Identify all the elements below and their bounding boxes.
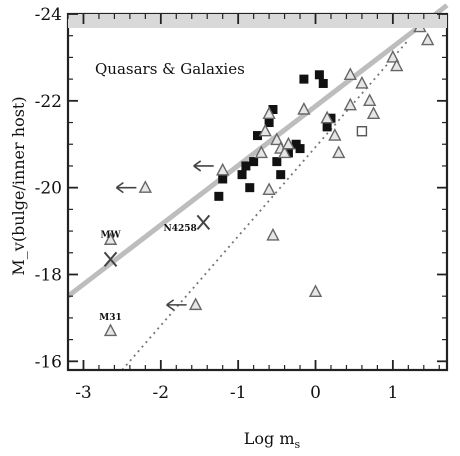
filled-square-point	[272, 157, 282, 167]
triangle-point	[355, 75, 369, 89]
filled-square-point	[295, 144, 305, 154]
y-tick-label: -16	[35, 352, 62, 372]
triangle-point	[270, 132, 284, 146]
axis-ticks: -3 -2 -1 0 1 -16 -18 -20 -22 -24	[35, 5, 447, 403]
triangle-point	[328, 128, 342, 141]
triangle-point	[262, 106, 276, 120]
top-band	[68, 14, 447, 28]
fit-line-dotted	[121, 39, 410, 371]
filled-square-point	[276, 170, 286, 180]
point-annotation: MW	[101, 231, 122, 241]
triangle-point	[188, 297, 203, 311]
triangle-point	[320, 110, 334, 124]
filled-square-point	[249, 157, 259, 167]
cross-point	[103, 251, 118, 267]
filled-square-point	[245, 183, 255, 193]
triangle-point	[262, 182, 276, 196]
y-tick-label: -18	[35, 265, 62, 285]
point-annotation: N4258	[164, 224, 197, 234]
point-annotations: MW M31 N4258	[99, 224, 197, 323]
x-tick-label: 1	[387, 383, 398, 403]
x-tick-label: 0	[310, 383, 321, 403]
x-tick-label: -3	[75, 383, 92, 403]
triangle-point	[343, 97, 357, 111]
triangle-point	[390, 58, 404, 72]
filled-square-point	[314, 70, 324, 80]
limit-arrow	[115, 182, 137, 194]
filled-square-point	[218, 174, 228, 184]
triangle-point	[332, 145, 346, 159]
triangle-point	[103, 232, 118, 245]
point-annotation: M31	[99, 313, 122, 323]
limit-arrow	[193, 160, 214, 172]
filled-square-point	[241, 161, 251, 171]
filled-square-point	[253, 131, 262, 141]
y-tick-label: -24	[35, 5, 62, 25]
triangle-point	[138, 180, 153, 193]
triangle-point	[277, 145, 292, 159]
cross-point	[196, 214, 211, 231]
plot-frame	[66, 12, 449, 372]
fit-lines	[66, 3, 449, 371]
triangle-point	[254, 145, 269, 159]
triangle-point	[216, 162, 230, 176]
triangle-point	[386, 49, 400, 63]
y-tick-label: -20	[35, 179, 62, 199]
limit-arrow	[166, 299, 187, 311]
filled-square-point	[322, 122, 332, 132]
triangle-point	[362, 93, 377, 107]
triangle-point	[281, 136, 296, 150]
filled-square-point	[237, 170, 247, 180]
filled-square-point	[268, 105, 278, 115]
filled-square-point	[318, 78, 328, 88]
y-tick-label: -22	[35, 92, 62, 112]
chart-title: Quasars & Galaxies	[95, 60, 245, 78]
filled-square-point	[299, 74, 309, 84]
triangle-point	[297, 102, 311, 115]
limit-arrows	[115, 160, 214, 311]
open-square-point	[356, 126, 368, 137]
triangle-point	[343, 67, 357, 80]
filled-square-point	[264, 118, 274, 128]
triangle-point	[308, 284, 323, 298]
x-tick-label: -2	[153, 383, 170, 403]
filled-square-point	[214, 191, 224, 201]
triangle-point	[258, 123, 272, 137]
triangle-point	[421, 32, 435, 46]
y-axis-title: M_v(bulge/inner host)	[9, 96, 28, 275]
fit-line-solid	[66, 3, 449, 299]
triangle-point	[103, 323, 118, 337]
triangle-point	[266, 227, 280, 241]
x-axis-title: Log ms	[244, 429, 301, 451]
triangle-point	[366, 106, 381, 120]
x-tick-label: -1	[230, 383, 247, 403]
data-points	[103, 19, 435, 337]
